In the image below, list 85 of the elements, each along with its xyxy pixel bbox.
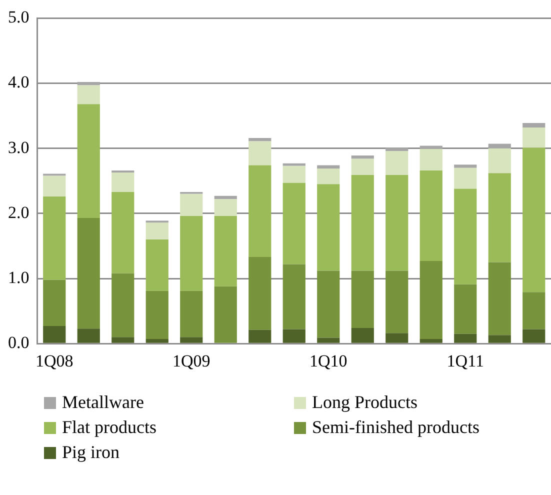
y-tick-label: 5.0 <box>8 8 30 27</box>
bar <box>180 290 203 338</box>
bar <box>248 330 272 343</box>
bar <box>180 337 203 343</box>
bar <box>282 264 306 330</box>
bar <box>317 165 340 169</box>
bar <box>488 335 511 343</box>
bar <box>77 218 100 329</box>
bar <box>454 188 477 284</box>
y-tick-label: 0.0 <box>8 333 30 352</box>
y-tick-label: 1.0 <box>8 268 30 287</box>
bar <box>420 149 442 170</box>
bar <box>180 216 203 291</box>
bar <box>214 216 237 286</box>
bar <box>214 286 237 343</box>
bar <box>317 184 340 271</box>
bar <box>248 138 272 142</box>
bar <box>351 328 374 343</box>
x-tick-label: 1Q11 <box>446 351 484 370</box>
y-tick-label: 4.0 <box>8 72 30 92</box>
bar <box>522 329 546 343</box>
bar <box>214 199 237 216</box>
bar <box>522 148 546 292</box>
x-tick-label: 1Q09 <box>172 351 210 370</box>
bar <box>77 104 100 218</box>
bar <box>282 329 306 343</box>
bar <box>146 339 168 343</box>
bar <box>180 194 203 216</box>
bar <box>146 290 168 340</box>
bar <box>386 148 408 151</box>
bar <box>112 337 134 343</box>
bar <box>112 172 134 192</box>
bar <box>214 196 237 200</box>
bar <box>488 262 511 336</box>
y-tick-label: 3.0 <box>8 138 30 157</box>
bar <box>454 168 477 189</box>
bar <box>282 182 306 264</box>
bar <box>112 273 134 338</box>
bar <box>43 196 66 280</box>
legend-label: Metallware <box>62 392 144 413</box>
bar <box>282 166 306 183</box>
bar <box>420 339 442 343</box>
bar <box>43 280 66 326</box>
bar <box>282 163 306 166</box>
bar <box>43 176 66 197</box>
bar <box>112 192 134 274</box>
bar <box>351 270 374 328</box>
bar <box>351 156 374 159</box>
x-tick-label: 1Q08 <box>35 351 74 370</box>
legend-label: Semi-finished products <box>312 417 480 438</box>
bar <box>488 148 511 174</box>
legend-label: Flat products <box>62 417 156 438</box>
bar <box>386 175 408 271</box>
bar <box>454 164 477 168</box>
y-tick-label: 2.0 <box>8 202 30 222</box>
bar <box>522 122 546 128</box>
bar <box>420 170 442 261</box>
bar <box>317 270 340 338</box>
bar <box>522 128 546 148</box>
legend-label: Pig iron <box>62 442 120 463</box>
bar <box>522 292 546 330</box>
bar <box>248 141 272 166</box>
bar <box>420 260 442 340</box>
bar <box>454 284 477 334</box>
bar <box>77 328 100 343</box>
x-tick-label: 1Q10 <box>309 351 348 370</box>
bar <box>386 150 408 176</box>
bar <box>43 326 66 343</box>
bar <box>77 82 100 86</box>
bar <box>248 257 272 330</box>
bar <box>454 334 477 343</box>
bar <box>317 168 340 184</box>
bar <box>351 175 374 271</box>
bar <box>386 333 408 343</box>
bar <box>351 158 374 176</box>
bar <box>146 239 168 291</box>
bar <box>386 270 408 334</box>
legend-label: Long Products <box>312 392 418 413</box>
bar <box>317 338 340 343</box>
bar <box>146 222 168 240</box>
bar <box>488 144 511 148</box>
bar <box>248 165 272 258</box>
bar <box>420 146 442 150</box>
bar <box>488 173 511 262</box>
bar <box>77 85 100 104</box>
